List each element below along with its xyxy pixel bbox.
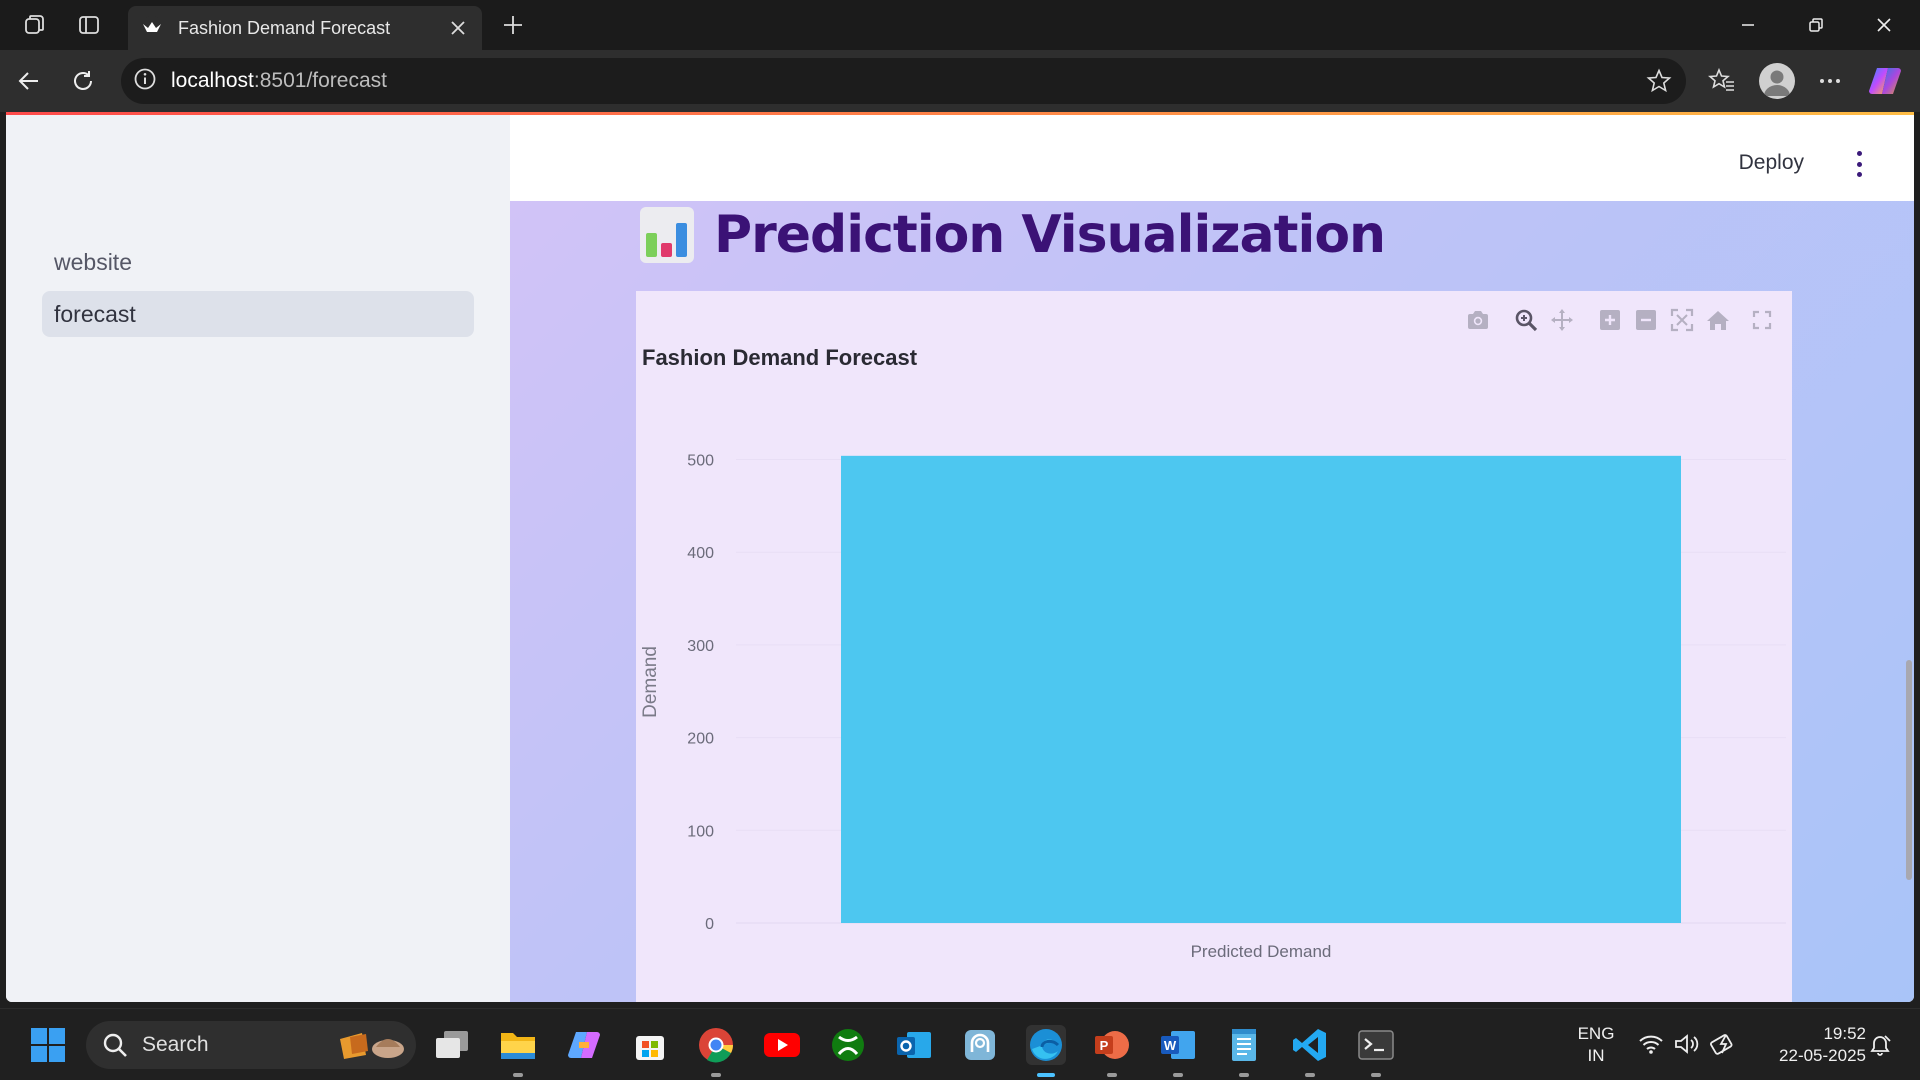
language-indicator[interactable]: ENG IN — [1570, 1023, 1622, 1067]
favorite-star-icon[interactable] — [1646, 68, 1672, 99]
sidebar-item-forecast[interactable]: forecast — [42, 291, 474, 337]
svg-text:P: P — [1100, 1038, 1109, 1053]
wifi-icon[interactable] — [1638, 1033, 1664, 1060]
battery-charging-icon[interactable] — [1710, 1031, 1738, 1062]
page-title: Prediction Visualization — [640, 205, 1386, 265]
x-tick-label: Predicted Demand — [1191, 942, 1332, 961]
copilot-icon[interactable] — [1868, 64, 1902, 98]
search-icon — [103, 1033, 127, 1057]
search-highlight-icon — [336, 1029, 406, 1066]
clock[interactable]: 19:52 22-05-2025 — [1754, 1023, 1866, 1067]
y-tick-label: 300 — [687, 638, 714, 655]
site-info-icon[interactable] — [133, 67, 157, 96]
clock-date: 22-05-2025 — [1779, 1046, 1866, 1065]
zoom-icon[interactable] — [1508, 305, 1544, 335]
file-explorer-icon[interactable] — [498, 1025, 538, 1077]
language-line1: ENG — [1577, 1024, 1615, 1043]
search-label: Search — [142, 1033, 209, 1056]
sidebar-item-label: forecast — [54, 300, 136, 327]
browser-tab-bar: Fashion Demand Forecast — [0, 0, 1920, 50]
outlook-icon[interactable] — [894, 1025, 934, 1065]
zoom-in-icon[interactable] — [1592, 305, 1628, 335]
windows-taskbar: Search P W — [0, 1008, 1920, 1080]
workspaces-icon[interactable] — [20, 10, 50, 40]
tab-actions-icon[interactable] — [74, 10, 104, 40]
main-menu-icon[interactable] — [1854, 151, 1864, 177]
chart-title: Fashion Demand Forecast — [642, 345, 918, 370]
reset-axes-home-icon[interactable] — [1700, 305, 1736, 335]
y-tick-label: 500 — [687, 453, 714, 470]
camera-icon[interactable] — [1460, 305, 1496, 335]
volume-icon[interactable] — [1674, 1033, 1700, 1060]
y-tick-label: 0 — [705, 916, 714, 933]
language-line2: IN — [1587, 1046, 1605, 1065]
restore-icon[interactable] — [1782, 4, 1850, 46]
sidebar-item-website[interactable]: website — [42, 239, 474, 285]
task-view-icon[interactable] — [432, 1025, 472, 1065]
reload-icon[interactable] — [66, 64, 100, 98]
deploy-button[interactable]: Deploy — [1738, 151, 1804, 174]
xbox-icon[interactable] — [828, 1025, 868, 1065]
chrome-icon[interactable] — [696, 1025, 736, 1077]
favorites-icon[interactable] — [1705, 64, 1739, 98]
bar-chart: 0 100 200 300 400 500 Predicted Demand Demand — [640, 453, 1786, 961]
close-window-icon[interactable] — [1850, 4, 1918, 46]
new-tab-icon[interactable] — [498, 10, 528, 40]
chart-modebar — [1460, 305, 1780, 335]
pan-icon[interactable] — [1544, 305, 1580, 335]
back-icon[interactable] — [12, 64, 46, 98]
more-options-icon[interactable] — [1813, 64, 1847, 98]
decoration-line — [6, 112, 1914, 115]
page-scrollbar[interactable] — [1906, 660, 1912, 880]
autoscale-icon[interactable] — [1664, 305, 1700, 335]
word-icon[interactable]: W — [1158, 1025, 1198, 1077]
y-tick-label: 100 — [687, 823, 714, 840]
profile-avatar[interactable] — [1759, 63, 1795, 99]
bar-chart-emoji-icon — [640, 207, 694, 263]
close-tab-icon[interactable] — [446, 16, 470, 40]
vscode-icon[interactable] — [1290, 1025, 1330, 1077]
bar — [841, 455, 1681, 923]
clock-time: 19:52 — [1823, 1024, 1866, 1043]
youtube-icon[interactable] — [762, 1025, 802, 1065]
url-path: :8501/forecast — [253, 69, 387, 92]
sidebar: website forecast — [6, 115, 510, 1002]
svg-text:W: W — [1164, 1038, 1177, 1053]
url-bar[interactable]: localhost:8501/forecast — [121, 58, 1686, 104]
powerpoint-icon[interactable]: P — [1092, 1025, 1132, 1077]
zoom-out-icon[interactable] — [1628, 305, 1664, 335]
edge-icon[interactable] — [1026, 1025, 1066, 1077]
fullscreen-icon[interactable] — [1744, 305, 1780, 335]
microsoft-store-icon[interactable] — [630, 1025, 670, 1065]
support-app-icon[interactable] — [960, 1025, 1000, 1065]
taskbar-search[interactable]: Search — [86, 1021, 416, 1069]
terminal-icon[interactable] — [1356, 1025, 1396, 1077]
address-toolbar: localhost:8501/forecast — [0, 50, 1920, 112]
page-title-text: Prediction Visualization — [714, 205, 1386, 265]
chart-container: Fashion Demand Forecast 0 100 200 300 400 500… — [636, 291, 1792, 1002]
notepad-icon[interactable] — [1224, 1025, 1264, 1077]
y-tick-label: 400 — [687, 545, 714, 562]
sidebar-item-label: website — [54, 248, 132, 275]
app-header: Deploy — [510, 115, 1914, 201]
url-text: localhost:8501/forecast — [171, 69, 387, 93]
tab-active[interactable]: Fashion Demand Forecast — [128, 6, 482, 50]
streamlit-crown-icon — [140, 16, 164, 40]
y-tick-label: 200 — [687, 731, 714, 748]
main-content: Deploy Prediction Visualization — [510, 115, 1914, 1002]
page-viewport: website forecast Deploy Prediction Visua… — [6, 112, 1914, 1002]
copilot-app-icon[interactable] — [564, 1025, 604, 1065]
tab-title: Fashion Demand Forecast — [178, 17, 391, 38]
windows-start-icon[interactable] — [28, 1025, 68, 1065]
minimize-icon[interactable] — [1714, 4, 1782, 46]
url-host: localhost — [171, 69, 254, 92]
y-axis-label: Demand — [640, 646, 661, 718]
notification-icon[interactable] — [1868, 1033, 1892, 1062]
